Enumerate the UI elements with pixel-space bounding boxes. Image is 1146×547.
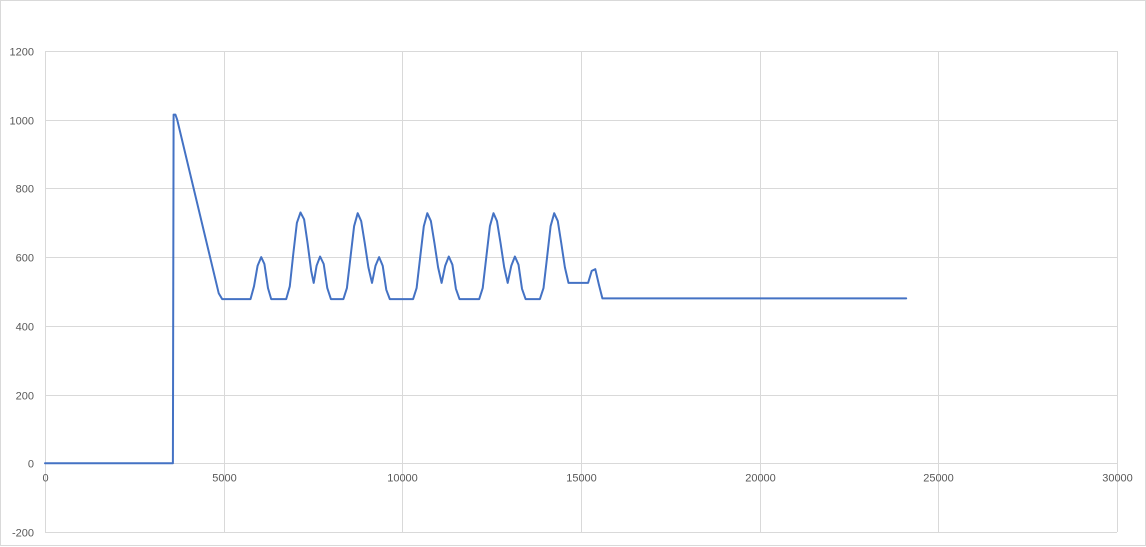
y-axis-tick-labels: -200 0 200 400 600 800 1000 1200 — [10, 47, 34, 540]
x-tick-label: 15000 — [566, 472, 597, 484]
series-layer — [44, 113, 908, 465]
gridlines — [45, 51, 1118, 533]
x-tick-label: 0 — [42, 472, 48, 484]
y-tick-label: 200 — [16, 391, 34, 403]
x-tick-label: 5000 — [212, 472, 236, 484]
x-tick-label: 20000 — [745, 472, 776, 484]
x-axis-tick-labels: 0 5000 10000 15000 20000 25000 30000 — [42, 472, 1132, 484]
y-tick-label: 600 — [16, 253, 34, 265]
series-line-1 — [44, 113, 908, 465]
x-tick-label: 30000 — [1102, 472, 1133, 484]
x-tick-label: 10000 — [387, 472, 418, 484]
y-tick-label: 1000 — [10, 116, 34, 128]
y-tick-label: -200 — [12, 528, 34, 540]
y-tick-label: 1200 — [10, 47, 34, 59]
x-tick-label: 25000 — [923, 472, 954, 484]
y-tick-label: 400 — [16, 322, 34, 334]
y-tick-label: 800 — [16, 184, 34, 196]
y-tick-label: 0 — [28, 459, 34, 471]
